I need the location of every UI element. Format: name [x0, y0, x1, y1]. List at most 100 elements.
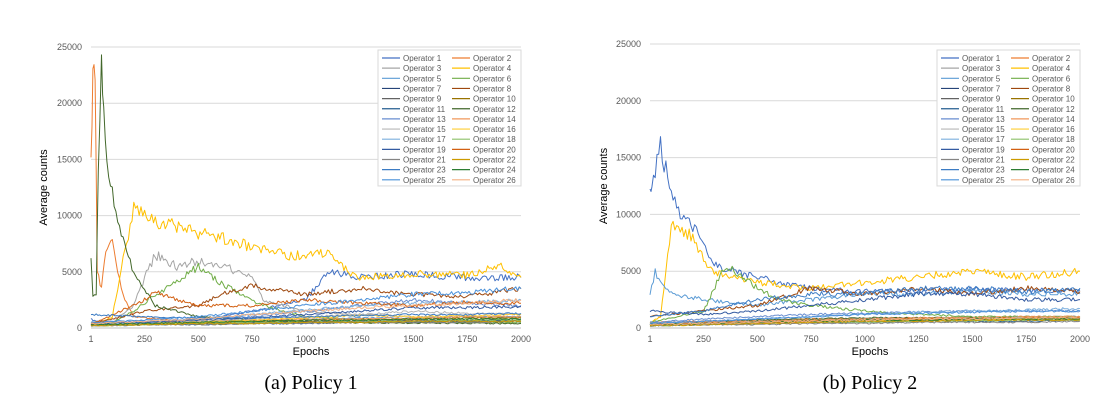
legend-label: Operator 7: [403, 84, 442, 93]
legend-label: Operator 26: [1032, 176, 1075, 185]
y-tick-label: 25000: [57, 42, 82, 52]
series-line-19: [649, 291, 1081, 316]
legend-label: Operator 4: [1032, 64, 1071, 73]
y-tick-label: 20000: [616, 96, 641, 106]
x-tick-label: 1250: [350, 334, 370, 344]
series-line-22: [90, 320, 522, 327]
legend-label: Operator 2: [1032, 54, 1071, 63]
x-tick-label: 500: [750, 334, 765, 344]
legend-label: Operator 4: [473, 64, 512, 73]
y-axis-label: Average counts: [598, 147, 610, 224]
legend-label: Operator 23: [962, 166, 1005, 175]
x-tick-label: 1750: [457, 334, 477, 344]
x-tick-label: 1: [647, 334, 652, 344]
legend-label: Operator 11: [403, 105, 446, 114]
y-tick-label: 15000: [616, 153, 641, 163]
legend-box: [936, 49, 1081, 187]
legend-label: Operator 18: [1032, 135, 1075, 144]
legend-label: Operator 15: [403, 125, 446, 134]
legend-label: Operator 16: [473, 125, 516, 134]
x-tick-label: 1500: [962, 334, 982, 344]
x-tick-label: 1: [88, 334, 93, 344]
legend-label: Operator 6: [1032, 74, 1071, 83]
legend-label: Operator 21: [403, 156, 446, 165]
series-line-25: [649, 309, 1081, 324]
series-line-24: [90, 317, 522, 326]
legend-label: Operator 13: [962, 115, 1005, 124]
legend-label: Operator 24: [1032, 166, 1075, 175]
x-tick-label: 250: [696, 334, 711, 344]
y-axis-label: Average counts: [38, 149, 50, 226]
series-line-21: [649, 320, 1081, 327]
x-tick-label: 250: [137, 334, 152, 344]
series-line-4: [649, 220, 1081, 324]
legend-label: Operator 12: [473, 105, 516, 114]
legend-label: Operator 17: [403, 135, 446, 144]
legend-label: Operator 20: [473, 145, 516, 154]
series-line-23: [90, 312, 522, 320]
legend-label: Operator 5: [403, 74, 442, 83]
x-axis-label: Epochs: [293, 346, 330, 358]
legend-label: Operator 5: [962, 74, 1001, 83]
legend-label: Operator 22: [473, 156, 516, 165]
x-tick-label: 1750: [1016, 334, 1036, 344]
legend-label: Operator 10: [1032, 95, 1075, 104]
y-tick-label: 5000: [621, 266, 641, 276]
y-tick-label: 0: [636, 323, 641, 333]
legend-label: Operator 8: [473, 84, 512, 93]
series-line-26: [649, 316, 1081, 326]
x-tick-label: 1500: [403, 334, 423, 344]
x-tick-label: 2000: [511, 334, 531, 344]
series-line-26: [91, 298, 522, 325]
chart-caption: (a) Policy 1: [264, 372, 357, 394]
y-tick-label: 20000: [57, 98, 82, 108]
x-tick-label: 1000: [296, 334, 316, 344]
y-tick-label: 10000: [616, 209, 641, 219]
x-tick-label: 1000: [855, 334, 875, 344]
legend-label: Operator 22: [1032, 156, 1075, 165]
y-tick-label: 25000: [616, 39, 641, 49]
legend-label: Operator 26: [473, 176, 516, 185]
series-line-25: [90, 286, 522, 324]
legend-label: Operator 6: [473, 74, 512, 83]
legend-label: Operator 2: [473, 54, 512, 63]
legend-label: Operator 19: [403, 145, 446, 154]
legend-label: Operator 13: [403, 115, 446, 124]
x-tick-label: 1250: [909, 334, 929, 344]
legend-label: Operator 15: [962, 125, 1005, 134]
series-line-19: [90, 305, 522, 325]
legend-label: Operator 20: [1032, 145, 1075, 154]
legend-label: Operator 7: [962, 84, 1001, 93]
y-tick-label: 10000: [57, 211, 82, 221]
y-tick-label: 15000: [57, 154, 82, 164]
legend-label: Operator 1: [962, 54, 1001, 63]
x-tick-label: 500: [191, 334, 206, 344]
legend-label: Operator 19: [962, 145, 1005, 154]
legend-label: Operator 16: [1032, 125, 1075, 134]
y-tick-label: 5000: [62, 267, 82, 277]
y-tick-label: 0: [77, 323, 82, 333]
series-line-4: [90, 201, 522, 324]
x-tick-label: 750: [245, 334, 260, 344]
legend-label: Operator 9: [403, 95, 442, 104]
chart-caption: (b) Policy 2: [823, 372, 917, 394]
legend-label: Operator 24: [473, 166, 516, 175]
legend-label: Operator 3: [962, 64, 1001, 73]
legend-label: Operator 14: [473, 115, 516, 124]
x-tick-label: 2000: [1070, 334, 1090, 344]
legend-label: Operator 25: [962, 176, 1005, 185]
legend-label: Operator 18: [473, 135, 516, 144]
series-line-8: [90, 283, 522, 324]
legend-label: Operator 1: [403, 54, 442, 63]
legend-label: Operator 10: [473, 95, 516, 104]
legend-label: Operator 25: [403, 176, 446, 185]
x-tick-label: 750: [804, 334, 819, 344]
series-line-12: [90, 54, 522, 325]
series-line-23: [650, 285, 1081, 318]
legend-label: Operator 14: [1032, 115, 1075, 124]
legend-label: Operator 21: [962, 156, 1005, 165]
legend-label: Operator 8: [1032, 84, 1071, 93]
